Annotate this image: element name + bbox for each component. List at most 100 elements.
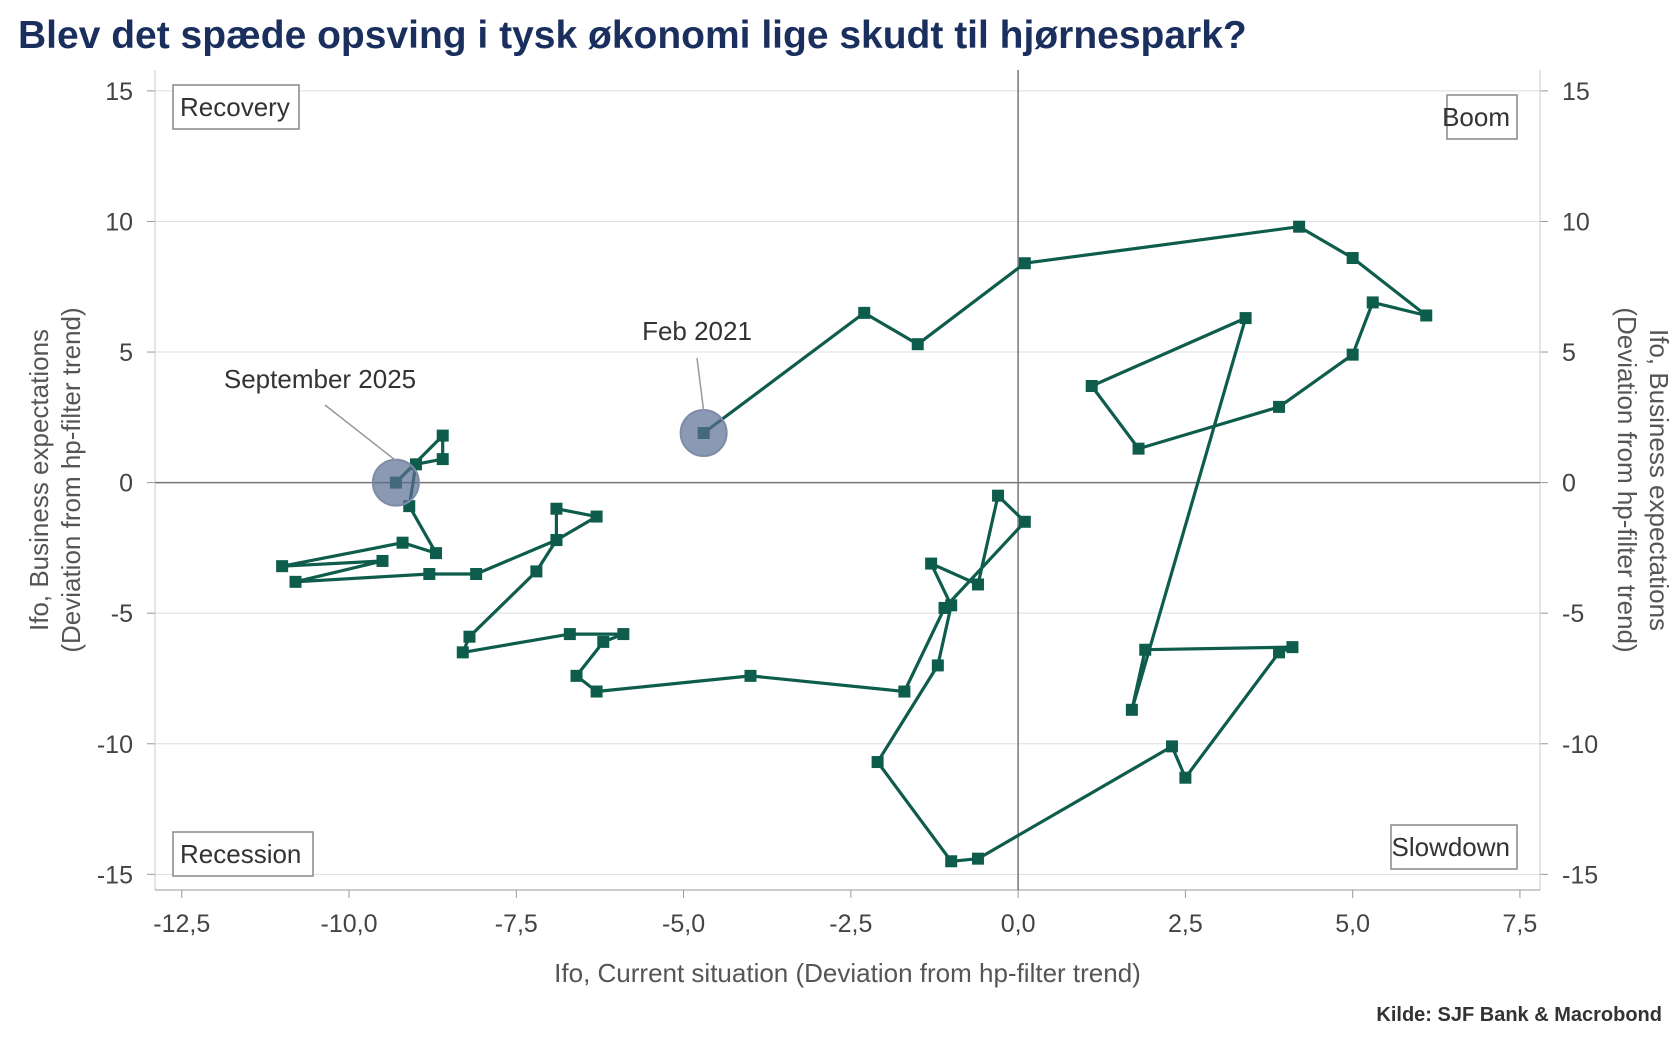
quadrant-box — [172, 84, 300, 130]
x-tick-label: -7,5 — [495, 910, 538, 938]
y-tick-label-right: -10 — [1562, 731, 1598, 759]
data-point — [925, 557, 938, 570]
data-point — [931, 659, 944, 672]
highlight-circle — [679, 408, 728, 457]
data-point — [1132, 442, 1145, 455]
quadrant-box — [1390, 824, 1518, 870]
data-point — [1125, 703, 1138, 716]
x-tick-label: 7,5 — [1503, 910, 1538, 938]
data-point — [744, 669, 757, 682]
data-point — [1179, 771, 1192, 784]
data-point — [898, 685, 911, 698]
x-axis-label: Ifo, Current situation (Deviation from h… — [554, 958, 1141, 988]
data-series — [276, 220, 1433, 868]
data-point — [1139, 643, 1152, 656]
annotations: Feb 2021 September 2025 — [224, 316, 752, 507]
data-point — [1346, 348, 1359, 361]
y-tick-label-right: -15 — [1562, 861, 1598, 889]
data-point — [1420, 309, 1433, 322]
quadrant-label: Slowdown — [1391, 832, 1510, 862]
quadrant-box — [1446, 94, 1518, 140]
data-point — [463, 630, 476, 643]
y-axis-label-right-line: (Deviation from hp-filter trend) — [1612, 307, 1642, 652]
data-point — [1273, 400, 1286, 413]
data-point — [617, 628, 630, 641]
data-point — [1018, 257, 1031, 270]
y-tick-label-left: 0 — [119, 470, 133, 498]
highlight-circle — [371, 458, 420, 507]
data-point — [1346, 252, 1359, 265]
data-point — [403, 500, 416, 513]
grid-lines — [147, 90, 1548, 898]
y-axis-label-right-line: Ifo, Business expectations — [1644, 329, 1674, 631]
data-point — [1018, 515, 1031, 528]
y-tick-label-left: -15 — [97, 861, 133, 889]
data-point — [1286, 641, 1299, 654]
chart-title: Blev det spæde opsving i tysk økonomi li… — [18, 14, 1247, 57]
y-tick-label-left: 10 — [105, 208, 133, 236]
data-point — [570, 669, 583, 682]
data-point — [590, 685, 603, 698]
data-point — [1293, 220, 1306, 233]
data-point — [276, 560, 289, 573]
y-tick-label-right: -5 — [1562, 600, 1584, 628]
data-point — [423, 568, 436, 581]
data-point — [911, 338, 924, 351]
data-point — [597, 635, 610, 648]
data-point — [971, 578, 984, 591]
annotation-label: Feb 2021 — [642, 316, 752, 346]
data-point — [550, 502, 563, 515]
data-point — [470, 568, 483, 581]
y-tick-label-right: 5 — [1562, 339, 1576, 367]
y-tick-label-left: -10 — [97, 731, 133, 759]
data-point — [1166, 740, 1179, 753]
quadrant-labels: Recovery Boom Recession Slowdown — [172, 84, 1518, 877]
x-tick-label: -12,5 — [153, 910, 210, 938]
data-point — [590, 510, 603, 523]
x-tick-label: -2,5 — [829, 910, 872, 938]
data-point — [1085, 379, 1098, 392]
callout-line — [324, 404, 397, 462]
y-tick-label-left: 15 — [105, 78, 133, 106]
source-note: Kilde: SJF Bank & Macrobond — [1376, 1004, 1662, 1026]
quadrant-label: Boom — [1442, 102, 1510, 132]
data-point — [858, 306, 871, 319]
data-point — [430, 547, 443, 560]
data-point — [436, 453, 449, 466]
axis-labels: Ifo, Current situation (Deviation from h… — [24, 307, 1674, 988]
data-point — [563, 628, 576, 641]
x-tick-label: -5,0 — [662, 910, 705, 938]
y-tick-label-right: 10 — [1562, 208, 1590, 236]
axes — [154, 70, 1541, 891]
tick-labels: 15 15 10 10 5 5 0 0 -5 -5 -10 -10 -15 -15 -12,5 -10,0 -7… — [97, 78, 1598, 938]
data-point — [376, 554, 389, 567]
data-point — [1366, 296, 1379, 309]
data-point — [971, 852, 984, 865]
y-axis-label-left: Ifo, Business expectations(Deviation fro… — [24, 307, 86, 652]
annotation-label: September 2025 — [224, 364, 416, 394]
y-tick-label-right: 0 — [1562, 470, 1576, 498]
y-axis-label-left-line: (Deviation from hp-filter trend) — [56, 307, 86, 652]
x-tick-label: -10,0 — [321, 910, 378, 938]
callout-line — [696, 357, 705, 412]
data-point — [1273, 646, 1286, 659]
data-point — [992, 489, 1005, 502]
y-tick-label-left: 5 — [119, 339, 133, 367]
y-axis-label-left-line: Ifo, Business expectations — [24, 329, 54, 631]
data-point — [1239, 312, 1252, 325]
data-point — [550, 534, 563, 547]
quadrant-label: Recovery — [180, 92, 290, 122]
data-point — [871, 756, 884, 769]
data-point — [938, 601, 951, 614]
data-point — [456, 646, 469, 659]
x-tick-label: 5,0 — [1335, 910, 1370, 938]
quadrant-label: Recession — [180, 839, 301, 869]
data-point — [436, 429, 449, 442]
x-tick-label: 0,0 — [1001, 910, 1036, 938]
y-tick-label-right: 15 — [1562, 78, 1590, 106]
data-point — [396, 536, 409, 549]
data-point — [530, 565, 543, 578]
data-point — [289, 575, 302, 588]
y-axis-label-right: Ifo, Business expectations(Deviation fro… — [1612, 307, 1674, 652]
